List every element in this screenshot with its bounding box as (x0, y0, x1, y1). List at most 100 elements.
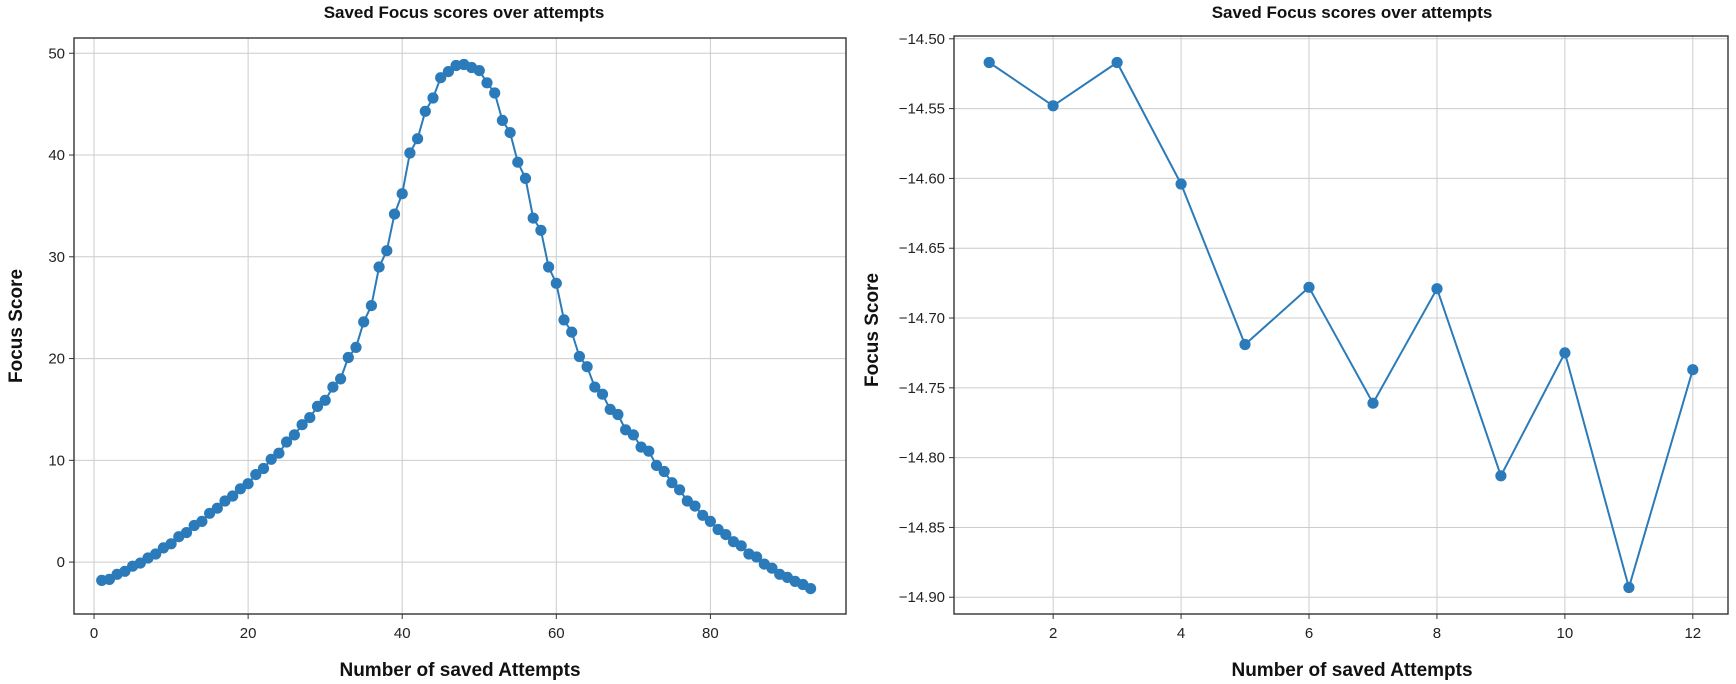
chart-left-data-point (627, 429, 640, 441)
chart-right-data-point (1559, 347, 1571, 359)
chart-right-y-tick-label: −14.60 (899, 170, 945, 187)
chart-left-series (96, 58, 817, 595)
chart-left-y-tick-label: 10 (48, 452, 65, 469)
chart-right-y-tick-label: −14.85 (899, 519, 945, 536)
chart-right-y-tick-label: −14.70 (899, 310, 945, 327)
chart-left-y-tick-label: 20 (48, 351, 65, 368)
chart-left-data-point (265, 453, 277, 465)
chart-left-data-point (296, 419, 308, 431)
chart-left-data-point (704, 515, 717, 528)
chart-left-data-point (674, 484, 686, 496)
chart-left-data-point (650, 459, 663, 471)
chart-left-x-tick-label: 40 (394, 625, 411, 642)
chart-left-data-point (751, 551, 763, 563)
chart-right-data-point (1303, 281, 1315, 293)
chart-left-data-point (373, 261, 385, 273)
chart-left-data-point (327, 381, 339, 393)
chart-left-data-point (358, 316, 370, 328)
chart-left-data-point (658, 465, 670, 478)
chart-left-data-point (558, 314, 570, 326)
chart-left-data-point (419, 105, 431, 117)
chart-left: Saved Focus scores over attempts 0 20 40 60… (6, 3, 847, 681)
chart-left-title: Saved Focus scores over attempts (324, 3, 605, 22)
chart-right-y-tick-label: −14.75 (899, 380, 945, 397)
chart-left-data-point (412, 133, 424, 145)
chart-left-data-point (435, 72, 447, 84)
chart-left-data-point (427, 92, 439, 104)
chart-left-data-point (589, 381, 601, 393)
chart-right-data-point (1431, 283, 1443, 295)
chart-right-title: Saved Focus scores over attempts (1212, 3, 1493, 22)
chart-left-data-point (396, 188, 408, 200)
chart-left-y-tick-label: 40 (48, 147, 65, 164)
chart-left-data-point (527, 212, 539, 224)
chart-left-data-point (311, 400, 324, 412)
chart-left-data-point (512, 156, 524, 168)
chart-right-y-tick-label: −14.50 (899, 31, 945, 48)
chart-right-data-point (1047, 100, 1059, 112)
chart-left-data-point (288, 429, 300, 441)
chart-left-data-point (281, 436, 293, 448)
chart-right-data-point (1175, 178, 1187, 190)
chart-left-data-point (165, 538, 177, 550)
chart-right-x-axis-label: Number of saved Attempts (1231, 660, 1472, 681)
chart-right: Saved Focus scores over attempts 2 4 6 8 10 1… (862, 3, 1729, 681)
chart-left-data-point (805, 583, 817, 595)
chart-left-y-tick-label: 50 (48, 45, 65, 62)
chart-left-grid (74, 38, 846, 614)
chart-left-y-axis-label: Focus Score (6, 269, 27, 383)
chart-right-x-tick-label: 12 (1684, 625, 1701, 642)
chart-left-data-point (612, 408, 624, 421)
chart-right-y-tick-label: −14.65 (899, 240, 945, 257)
chart-left-plot-frame (73, 37, 847, 615)
chart-left-data-point (504, 127, 516, 139)
chart-left-data-point (180, 527, 193, 539)
chart-left-data-point (543, 261, 555, 273)
chart-left-data-point (596, 388, 609, 400)
chart-right-series-line (988, 61, 1694, 589)
chart-right-data-point (1111, 56, 1123, 69)
chart-left-x-tick-label: 60 (548, 625, 565, 642)
chart-right-grid (954, 36, 1728, 614)
chart-left-data-point (566, 326, 578, 338)
chart-left-data-point (150, 548, 162, 560)
chart-left-data-point (735, 540, 747, 552)
chart-left-ticks: 0 20 40 60 80 0 10 20 30 40 50 (48, 45, 718, 642)
chart-left-data-point (273, 447, 285, 459)
chart-left-x-axis-label: Number of saved Attempts (339, 660, 580, 681)
chart-left-data-point (250, 469, 262, 481)
chart-left-data-point (196, 515, 208, 528)
chart-left-data-point (481, 77, 493, 89)
chart-left-data-point (365, 300, 377, 312)
chart-right-plot-frame (953, 35, 1729, 615)
chart-right-data-point (983, 56, 995, 69)
chart-left-data-point (519, 172, 532, 184)
chart-right-x-tick-label: 4 (1177, 625, 1185, 642)
chart-left-data-point (573, 350, 586, 363)
chart-left-data-point (535, 224, 547, 236)
chart-left-data-point (766, 562, 778, 574)
chart-right-x-tick-label: 6 (1305, 625, 1313, 642)
chart-right-x-tick-label: 8 (1433, 625, 1441, 642)
chart-left-data-point (666, 477, 678, 489)
chart-right-data-point (1495, 470, 1507, 482)
chart-left-data-point (342, 351, 354, 364)
chart-left-data-point (643, 445, 655, 457)
chart-right-data-point (1367, 397, 1379, 409)
chart-left-data-point (319, 394, 331, 406)
chart-left-x-tick-label: 20 (240, 625, 257, 642)
chart-right-y-tick-label: −14.80 (899, 450, 945, 467)
chart-left-data-point (257, 462, 270, 475)
chart-right-data-point (1687, 364, 1699, 376)
chart-left-data-point (473, 65, 485, 77)
chart-right-y-tick-label: −14.90 (899, 589, 945, 606)
chart-right-ticks: 2 4 6 8 10 12 −14.50 −14.55 −14.60 −14.65 −14.70 −1… (899, 31, 1701, 642)
chart-left-x-tick-label: 80 (702, 625, 719, 642)
chart-left-data-point (350, 341, 362, 353)
chart-left-y-tick-label: 30 (48, 249, 65, 266)
chart-right-x-tick-label: 10 (1557, 625, 1574, 642)
chart-left-data-point (242, 478, 254, 490)
chart-left-data-point (489, 87, 501, 99)
chart-left-data-point (697, 509, 709, 521)
